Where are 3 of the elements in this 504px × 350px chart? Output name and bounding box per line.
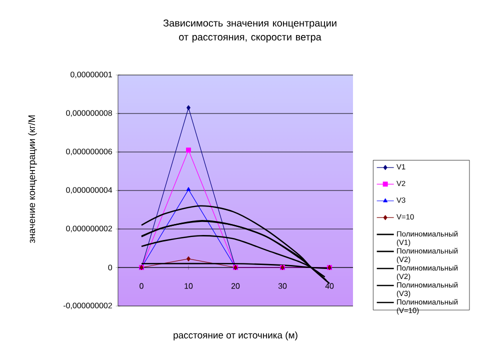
y-axis-title: значение концентрации (кг/М [28,115,37,243]
chart-title: Зависимость значения концентрации от расстояния, скорости ветра [163,20,336,42]
x-axis-title: расстояние от источника (м) [174,332,298,340]
